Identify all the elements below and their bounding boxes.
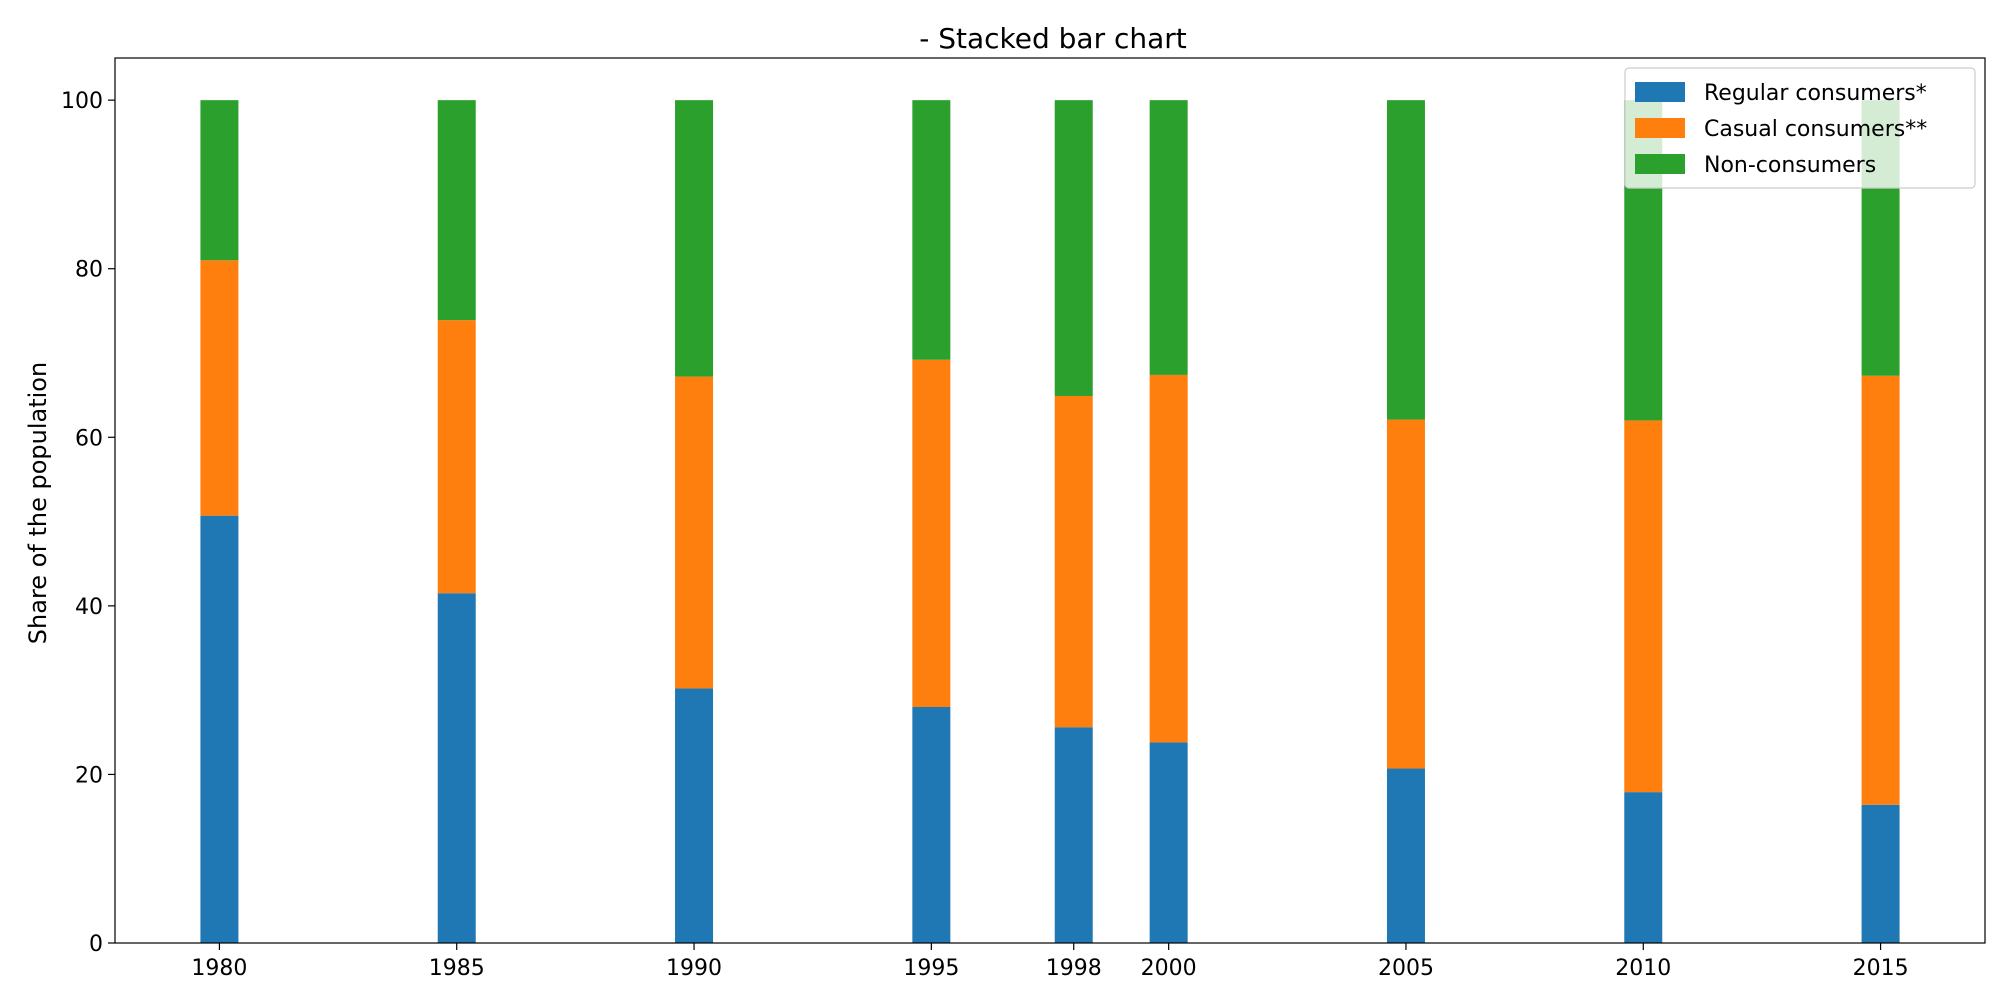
bar-segment-1985-series-0 — [437, 593, 476, 943]
bar-segment-2000-series-2 — [1149, 100, 1188, 375]
bar-segment-1990-series-1 — [675, 376, 714, 689]
bar-segment-1995-series-1 — [912, 359, 951, 707]
axes-group: 0 20 40 60 80 100 1980 1985 1990 1995 1998 2000 2005… — [61, 57, 1986, 981]
legend-swatch-1 — [1635, 118, 1685, 138]
legend-box — [1624, 67, 1976, 189]
y-tick-label-20: 20 — [75, 763, 103, 788]
bar-segment-2000-series-0 — [1149, 742, 1188, 943]
bar-segment-2005-series-0 — [1386, 768, 1425, 943]
chart-title: - Stacked bar chart — [919, 22, 1187, 55]
bar-segment-1998-series-1 — [1054, 395, 1093, 728]
legend-label-1: Casual consumers** — [1704, 117, 1927, 142]
bar-segment-2005-series-1 — [1386, 419, 1425, 769]
bar-segment-1980-series-1 — [200, 260, 239, 516]
plot-frame — [114, 57, 1986, 944]
x-tick-label-1990: 1990 — [666, 956, 722, 981]
x-tick-label-2000: 2000 — [1141, 956, 1197, 981]
bar-segment-1990-series-2 — [675, 100, 714, 377]
x-tick-label-1985: 1985 — [429, 956, 485, 981]
bar-segment-2005-series-2 — [1386, 100, 1425, 420]
x-tick-label-1998: 1998 — [1046, 956, 1102, 981]
y-tick-label-60: 60 — [75, 426, 103, 451]
y-tick-label-100: 100 — [61, 89, 103, 114]
x-tick-label-2005: 2005 — [1378, 956, 1434, 981]
y-tick-label-0: 0 — [89, 932, 103, 957]
x-tick-label-2015: 2015 — [1853, 956, 1909, 981]
y-tick-label-80: 80 — [75, 258, 103, 283]
x-tick-label-1980: 1980 — [191, 956, 247, 981]
bar-segment-1998-series-0 — [1054, 727, 1093, 943]
bar-segment-1985-series-1 — [437, 320, 476, 594]
bar-segment-1998-series-2 — [1054, 100, 1093, 396]
legend-label-0: Regular consumers* — [1704, 81, 1927, 106]
bars-group — [200, 100, 1900, 943]
legend-label-2: Non-consumers — [1704, 153, 1876, 178]
bar-segment-2000-series-1 — [1149, 374, 1188, 743]
bar-segment-2015-series-0 — [1861, 804, 1900, 943]
legend-swatch-0 — [1635, 82, 1685, 102]
bar-segment-2015-series-1 — [1861, 375, 1900, 805]
y-axis-title: Share of the population — [24, 362, 52, 644]
legend: Regular consumers* Casual consumers** Non-… — [1624, 67, 1976, 189]
y-tick-label-40: 40 — [75, 595, 103, 620]
bar-segment-1995-series-2 — [912, 100, 951, 360]
bar-segment-2010-series-1 — [1624, 420, 1663, 793]
x-tick-label-1995: 1995 — [903, 956, 959, 981]
bar-segment-1990-series-0 — [675, 688, 714, 943]
x-tick-label-2010: 2010 — [1615, 956, 1671, 981]
bar-segment-1985-series-2 — [437, 100, 476, 321]
bar-segment-1980-series-2 — [200, 100, 239, 261]
legend-swatch-2 — [1635, 154, 1685, 174]
bar-segment-2010-series-0 — [1624, 792, 1663, 943]
bar-segment-1995-series-0 — [912, 707, 951, 943]
bar-segment-1980-series-0 — [200, 515, 239, 943]
